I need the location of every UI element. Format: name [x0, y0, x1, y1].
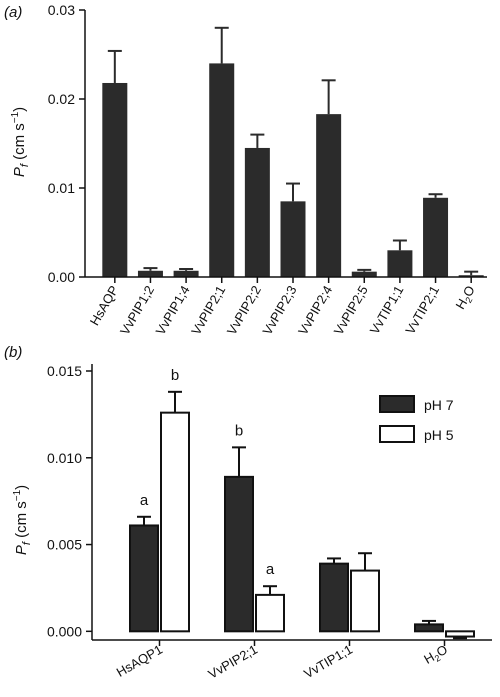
- bar: [160, 411, 190, 633]
- bar: [423, 197, 449, 277]
- bar: [129, 524, 159, 633]
- significance-label: b: [235, 422, 243, 439]
- y-tick-label: 0.010: [47, 450, 82, 466]
- bar: [458, 275, 484, 277]
- bar: [350, 569, 380, 633]
- panel-b: (b) Pf (cm s−1) 0.000 0.005 0.010 0.015 a b b…: [4, 344, 492, 682]
- bar: [102, 82, 128, 277]
- legend-swatch: [379, 395, 415, 413]
- x-tick-label: HsAQP: [87, 283, 122, 328]
- x-tick-label: VvTIP1;1: [301, 642, 355, 682]
- x-tick-label: VvPIP2;3: [260, 283, 300, 337]
- panel-b-label: (b): [4, 344, 22, 361]
- significance-label: a: [140, 492, 149, 509]
- bar: [137, 270, 163, 277]
- bar: [316, 114, 342, 277]
- bar: [209, 63, 235, 278]
- x-tick-label: VvTIP2;1: [402, 283, 442, 337]
- x-tick-label: VvPIP2;4: [295, 283, 335, 337]
- x-tick-label: H2O: [453, 283, 480, 313]
- bar: [280, 201, 306, 277]
- bar: [255, 593, 285, 633]
- bar: [244, 147, 270, 277]
- bar: [224, 475, 254, 633]
- legend-swatch: [379, 425, 415, 443]
- y-tick-label: 0.00: [48, 269, 75, 285]
- panel-a-x-labels: HsAQPVvPIP1;2VvPIP1;4VvPIP2;1VvPIP2;2VvP…: [87, 277, 480, 337]
- y-tick-label: 0.03: [48, 2, 75, 18]
- x-tick-label: H2O: [421, 642, 451, 669]
- y-tick-label: 0.000: [47, 623, 82, 639]
- bar: [319, 562, 349, 633]
- x-tick-label: VvTIP1;1: [367, 283, 407, 337]
- y-tick-label: 0.015: [47, 363, 82, 379]
- panel-b-y-ticks: 0.000 0.005 0.010 0.015: [47, 363, 92, 639]
- panel-b-legend: pH 7 pH 5: [379, 395, 454, 443]
- x-tick-label: VvPIP2;5: [331, 283, 371, 337]
- bar: [414, 623, 444, 633]
- y-tick-label: 0.005: [47, 537, 82, 553]
- y-tick-label: 0.01: [48, 180, 75, 196]
- x-tick-label: VvPIP2;2: [224, 283, 264, 337]
- legend-label: pH 7: [424, 397, 454, 413]
- x-tick-label: VvPIP2;1: [206, 642, 260, 682]
- bar: [173, 270, 199, 277]
- y-tick-label: 0.02: [48, 91, 75, 107]
- panel-a-bars: [102, 26, 484, 278]
- x-tick-label: HsAQP1: [114, 642, 165, 680]
- legend-label: pH 5: [424, 427, 454, 443]
- significance-label: b: [171, 367, 179, 384]
- panel-b-bars: a b b a: [129, 367, 475, 640]
- x-tick-label: VvPIP1;2: [117, 283, 157, 337]
- panel-a-y-ticks: 0.00 0.01 0.02 0.03: [48, 2, 85, 285]
- panel-a: (a) Pf (cm s−1) 0.000.010.020.03 HsAQPVv…: [4, 2, 487, 337]
- panel-a-label: (a): [4, 4, 22, 21]
- panel-a-ylabel: Pf (cm s−1): [10, 107, 31, 177]
- bar: [351, 271, 377, 277]
- bar: [445, 630, 475, 638]
- x-tick-label: VvPIP2;1: [188, 283, 228, 337]
- bar: [387, 250, 413, 277]
- significance-label: a: [266, 561, 275, 578]
- panel-b-x-labels: HsAQP1 VvPIP2;1 VvTIP1;1 H2O: [114, 640, 451, 682]
- x-tick-label: VvPIP1;4: [153, 283, 193, 337]
- panel-b-ylabel: Pf (cm s−1): [12, 485, 33, 555]
